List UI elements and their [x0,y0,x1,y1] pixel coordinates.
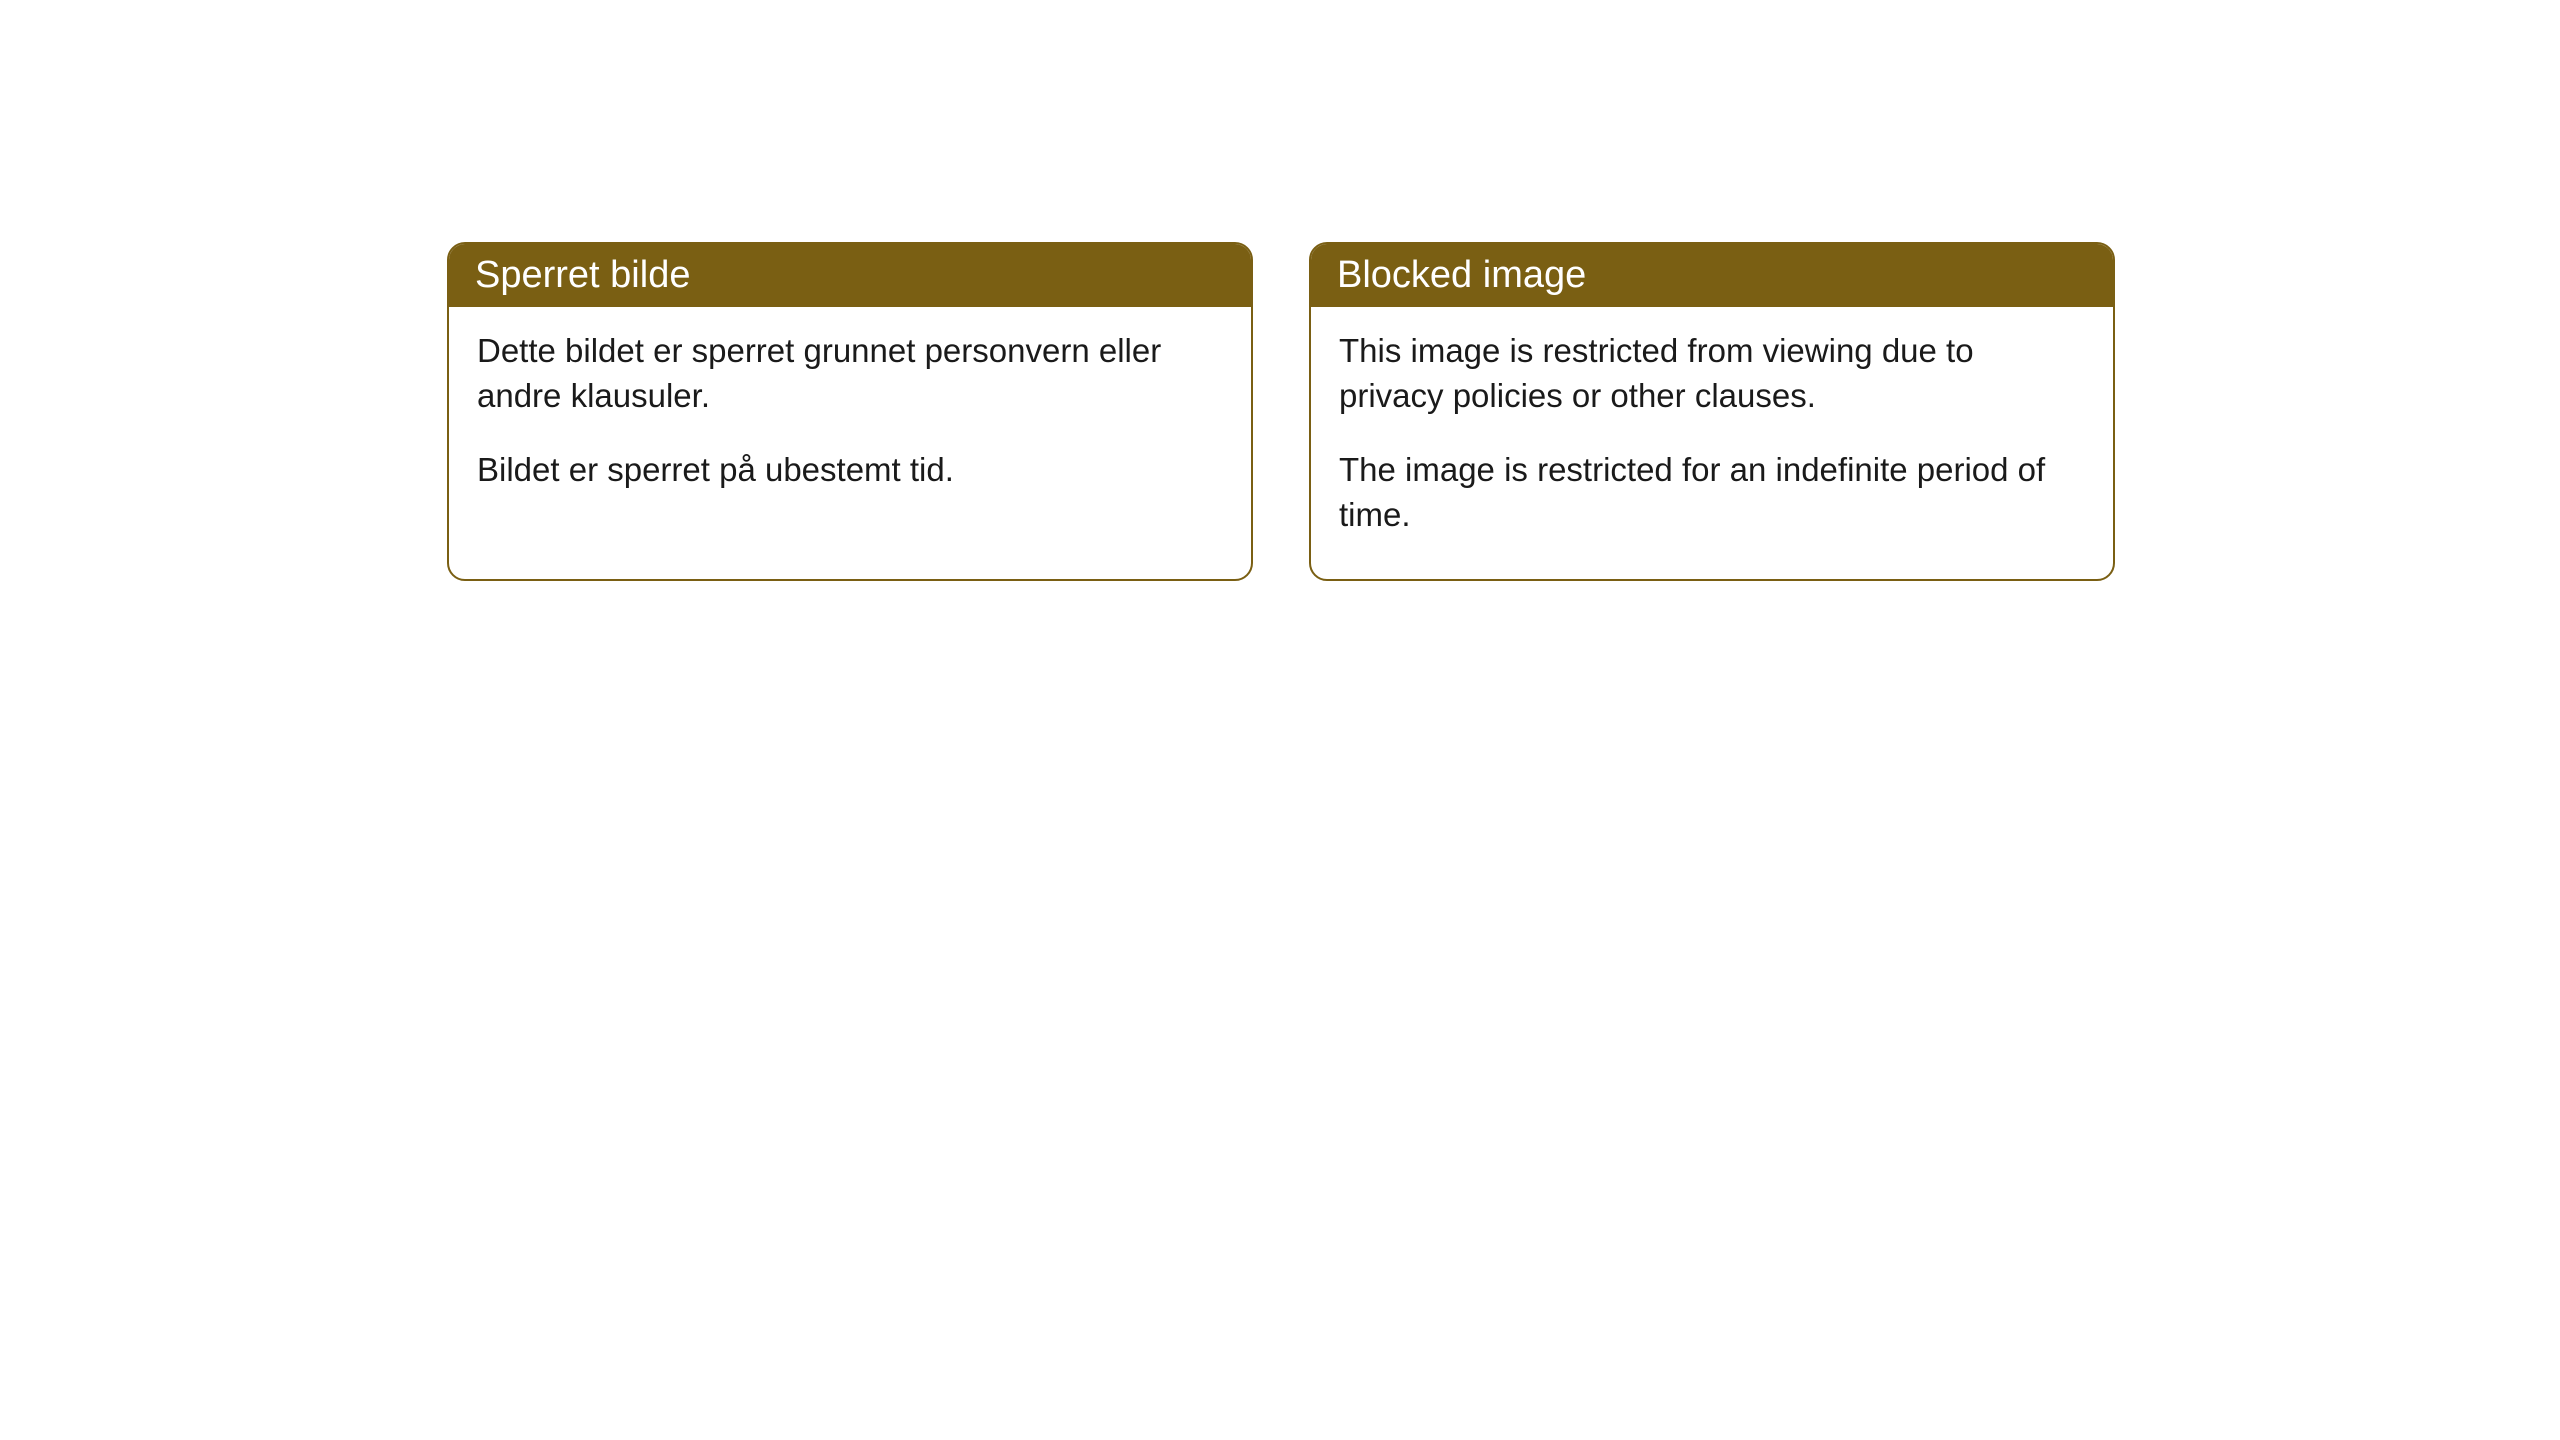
card-para2-no: Bildet er sperret på ubestemt tid. [477,448,1223,493]
card-header-no: Sperret bilde [449,244,1251,307]
card-para1-no: Dette bildet er sperret grunnet personve… [477,329,1223,418]
card-para1-en: This image is restricted from viewing du… [1339,329,2085,418]
blocked-image-card-no: Sperret bilde Dette bildet er sperret gr… [447,242,1253,581]
cards-container: Sperret bilde Dette bildet er sperret gr… [0,0,2560,581]
card-body-en: This image is restricted from viewing du… [1311,307,2113,579]
blocked-image-card-en: Blocked image This image is restricted f… [1309,242,2115,581]
card-para2-en: The image is restricted for an indefinit… [1339,448,2085,537]
card-body-no: Dette bildet er sperret grunnet personve… [449,307,1251,535]
card-header-en: Blocked image [1311,244,2113,307]
